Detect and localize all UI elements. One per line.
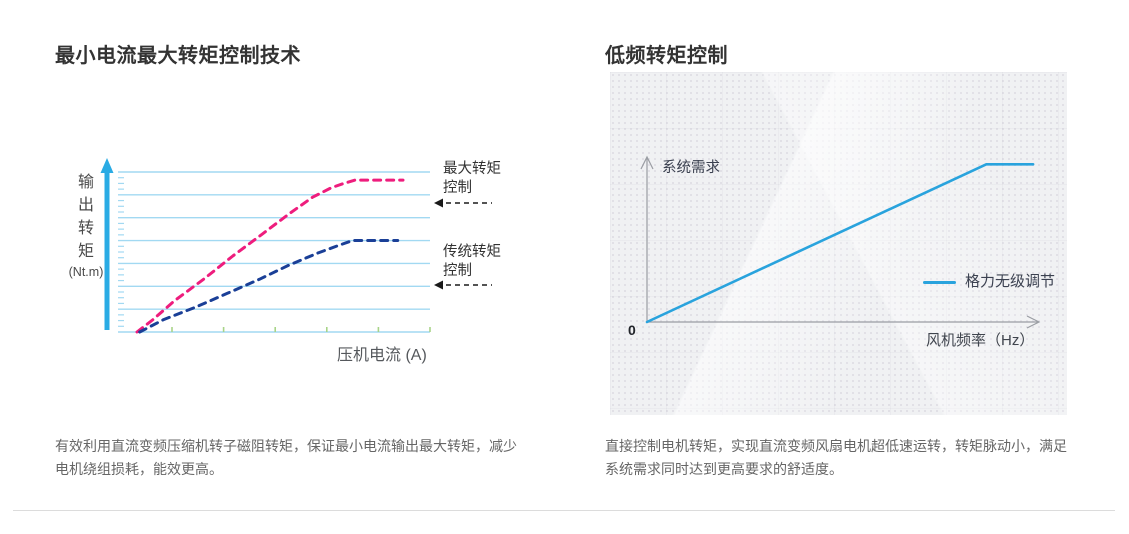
demand-vs-frequency-chart bbox=[640, 155, 1041, 329]
annotation-traditional-torque-control: 传统转矩 控制 bbox=[443, 243, 533, 281]
section-divider bbox=[13, 510, 1115, 511]
annotation-text: 传统转矩 bbox=[443, 244, 501, 260]
annotation-text: 最大转矩 bbox=[443, 161, 501, 177]
left-section-description: 有效利用直流变频压缩机转子磁阻转矩，保证最小电流输出最大转矩，减少电机绕组损耗，… bbox=[55, 438, 517, 477]
dashed-arrow-icon bbox=[434, 280, 492, 290]
legend: 格力无级调节 bbox=[923, 270, 1055, 291]
left-chart-x-axis-label: 压机电流 (A) bbox=[337, 347, 427, 364]
low-frequency-torque-chart-panel: 系统需求 0 风机频率（Hz） 格力无级调节 bbox=[610, 72, 1067, 415]
y-axis-unit: (Nt.m) bbox=[68, 265, 104, 279]
y-axis-char: 转 bbox=[77, 220, 94, 237]
right-chart-y-axis-label: 系统需求 bbox=[662, 160, 720, 176]
origin-label: 0 bbox=[628, 322, 636, 338]
legend-line-swatch bbox=[923, 280, 956, 284]
left-chart-y-axis-label: 输 出 转 矩 (Nt.m) bbox=[68, 171, 104, 279]
y-axis-char: 矩 bbox=[77, 243, 94, 260]
torque-vs-current-chart bbox=[100, 158, 431, 334]
right-chart-x-axis-label: 风机频率（Hz） bbox=[926, 332, 1035, 349]
dashed-arrow-icon bbox=[434, 198, 492, 208]
y-axis-char: 出 bbox=[77, 197, 94, 214]
left-section-title: 最小电流最大转矩控制技术 bbox=[55, 44, 301, 67]
legend-label: 格力无级调节 bbox=[965, 273, 1056, 290]
right-section-title: 低频转矩控制 bbox=[605, 44, 728, 67]
y-axis-char: 输 bbox=[77, 174, 94, 191]
right-section-description: 直接控制电机转矩，实现直流变频风扇电机超低速运转，转矩脉动小，满足系统需求同时达… bbox=[605, 438, 1067, 477]
annotation-text: 控制 bbox=[443, 180, 472, 196]
annotation-text: 控制 bbox=[443, 263, 472, 279]
annotation-max-torque-control: 最大转矩 控制 bbox=[443, 160, 533, 198]
